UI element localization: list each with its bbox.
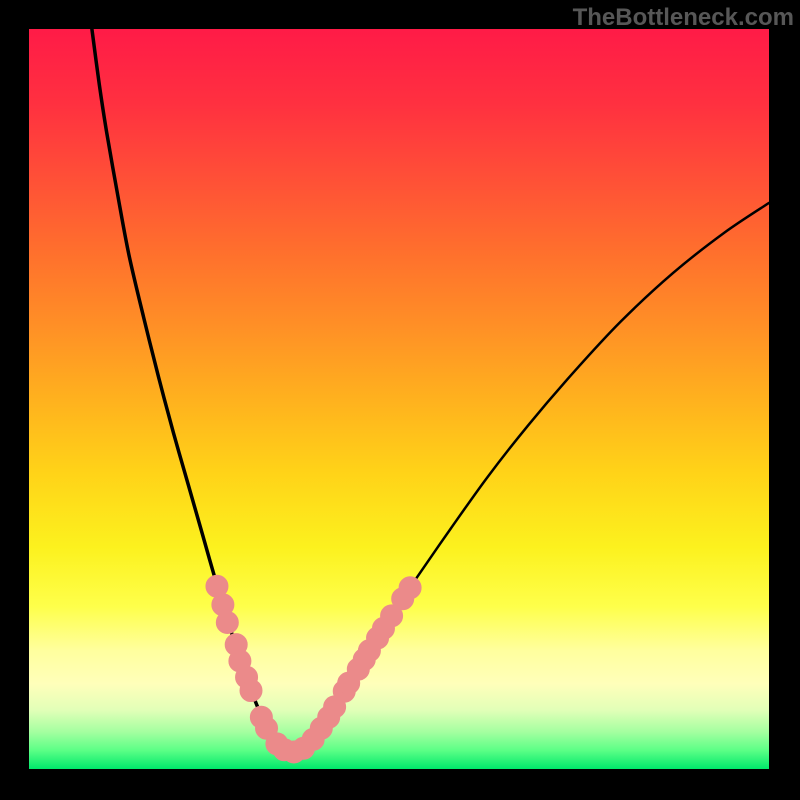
marker-dot — [240, 680, 262, 702]
bottleneck-chart — [0, 0, 800, 800]
gradient-background — [29, 29, 769, 769]
marker-dot — [399, 577, 421, 599]
watermark-text: TheBottleneck.com — [573, 4, 794, 32]
marker-dot — [216, 611, 238, 633]
chart-container: TheBottleneck.com — [0, 0, 800, 800]
